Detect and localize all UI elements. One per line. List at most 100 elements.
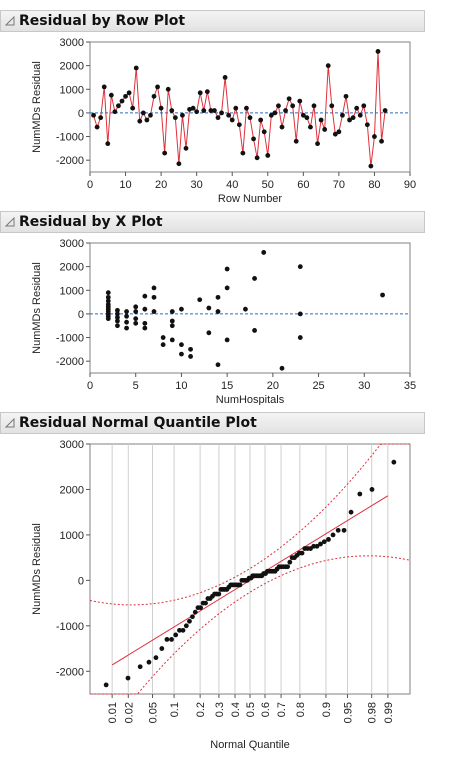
data-point — [105, 290, 111, 296]
data-point — [318, 541, 323, 547]
data-point — [204, 89, 210, 95]
data-point — [343, 93, 349, 99]
section-title: Residual by Row Plot — [19, 13, 186, 29]
data-point — [318, 117, 324, 123]
y-axis-label: NumMDs Residual — [31, 61, 43, 153]
disclosure-triangle-icon[interactable] — [5, 16, 15, 26]
data-point — [361, 103, 367, 109]
data-point — [311, 543, 317, 549]
data-point — [188, 354, 193, 359]
data-point — [244, 105, 249, 111]
data-point — [283, 108, 288, 113]
data-point — [108, 92, 114, 98]
data-point — [169, 318, 175, 324]
data-point — [103, 682, 109, 688]
data-point — [314, 543, 320, 549]
data-point — [251, 136, 256, 142]
y-tick-label: 1000 — [60, 285, 84, 297]
data-point — [332, 131, 338, 137]
data-point — [188, 346, 193, 352]
x-tick-label: 20 — [155, 179, 167, 191]
x-axis-label: NumHospitals — [216, 394, 285, 405]
data-point — [151, 309, 157, 314]
data-point — [224, 337, 230, 343]
x-tick-label: 0.99 — [383, 702, 395, 723]
section-header-residual-by-x[interactable]: Residual by X Plot — [0, 211, 425, 233]
data-point — [158, 105, 164, 111]
data-point — [233, 105, 239, 111]
data-point — [215, 294, 221, 300]
x-tick-label: 5 — [133, 380, 139, 392]
data-point — [279, 365, 285, 371]
data-point — [179, 342, 184, 348]
data-point — [142, 325, 148, 331]
residual-by-row-chart: -2000 -1000 0 1000 2000 3000 0 10 20 30 40 50 60 70 80… — [31, 37, 416, 204]
data-point — [160, 342, 166, 348]
data-point — [187, 618, 192, 624]
data-point — [265, 153, 271, 158]
x-tick-label: 10 — [175, 380, 187, 392]
data-point — [350, 115, 356, 121]
data-point — [91, 112, 96, 118]
data-point — [276, 103, 281, 109]
data-point — [240, 150, 246, 156]
data-point — [98, 115, 104, 121]
data-point — [133, 320, 139, 326]
data-point — [124, 313, 129, 319]
data-point — [224, 266, 230, 272]
data-point — [194, 109, 200, 115]
data-point — [133, 65, 139, 71]
section-header-residual-by-row[interactable]: Residual by Row Plot — [0, 10, 425, 32]
data-point — [357, 491, 363, 497]
y-tick-label: -1000 — [56, 333, 84, 345]
disclosure-triangle-icon[interactable] — [5, 418, 15, 428]
data-point — [179, 351, 184, 357]
data-point — [176, 161, 182, 167]
data-point — [115, 311, 120, 317]
data-point — [279, 124, 285, 130]
data-point — [341, 527, 347, 533]
data-point — [105, 141, 111, 147]
fit-line — [111, 495, 389, 666]
data-point — [272, 110, 278, 116]
x-tick-label: 25 — [312, 380, 324, 392]
x-tick-label: 10 — [119, 179, 131, 191]
x-tick-label: 0.95 — [342, 702, 354, 723]
y-tick-label: -1000 — [56, 132, 84, 144]
disclosure-triangle-icon[interactable] — [5, 217, 15, 227]
data-point — [115, 318, 120, 324]
x-tick-label: 90 — [404, 179, 416, 191]
x-tick-label: 50 — [262, 179, 274, 191]
x-tick-label: 0 — [87, 380, 93, 392]
data-point — [380, 292, 385, 298]
data-point — [140, 110, 146, 116]
data-point — [197, 297, 203, 303]
x-tick-label: 0.8 — [295, 702, 307, 717]
data-point — [297, 335, 303, 340]
data-point — [101, 84, 107, 90]
data-point — [151, 294, 157, 300]
section-title: Residual by X Plot — [19, 214, 163, 230]
data-point — [153, 655, 159, 661]
y-axis-label: NumMDs Residual — [31, 262, 43, 354]
data-point — [326, 537, 331, 542]
data-point — [169, 309, 175, 314]
data-point — [226, 112, 232, 118]
data-point — [243, 306, 248, 312]
x-axis-label: Normal Quantile — [210, 739, 289, 751]
data-point — [165, 86, 171, 92]
x-tick-label: 0.01 — [107, 702, 119, 723]
data-point — [357, 112, 363, 118]
data-point — [183, 145, 189, 151]
data-point — [105, 316, 111, 322]
section-header-normal-quantile[interactable]: Residual Normal Quantile Plot — [0, 412, 425, 434]
data-point — [198, 605, 203, 611]
data-point — [208, 108, 214, 113]
y-tick-label: 0 — [78, 575, 84, 587]
data-point — [247, 115, 253, 121]
data-point — [164, 637, 170, 642]
data-point — [308, 124, 313, 130]
data-point — [229, 117, 235, 123]
data-point — [173, 632, 179, 638]
x-axis-label: Row Number — [218, 193, 283, 204]
